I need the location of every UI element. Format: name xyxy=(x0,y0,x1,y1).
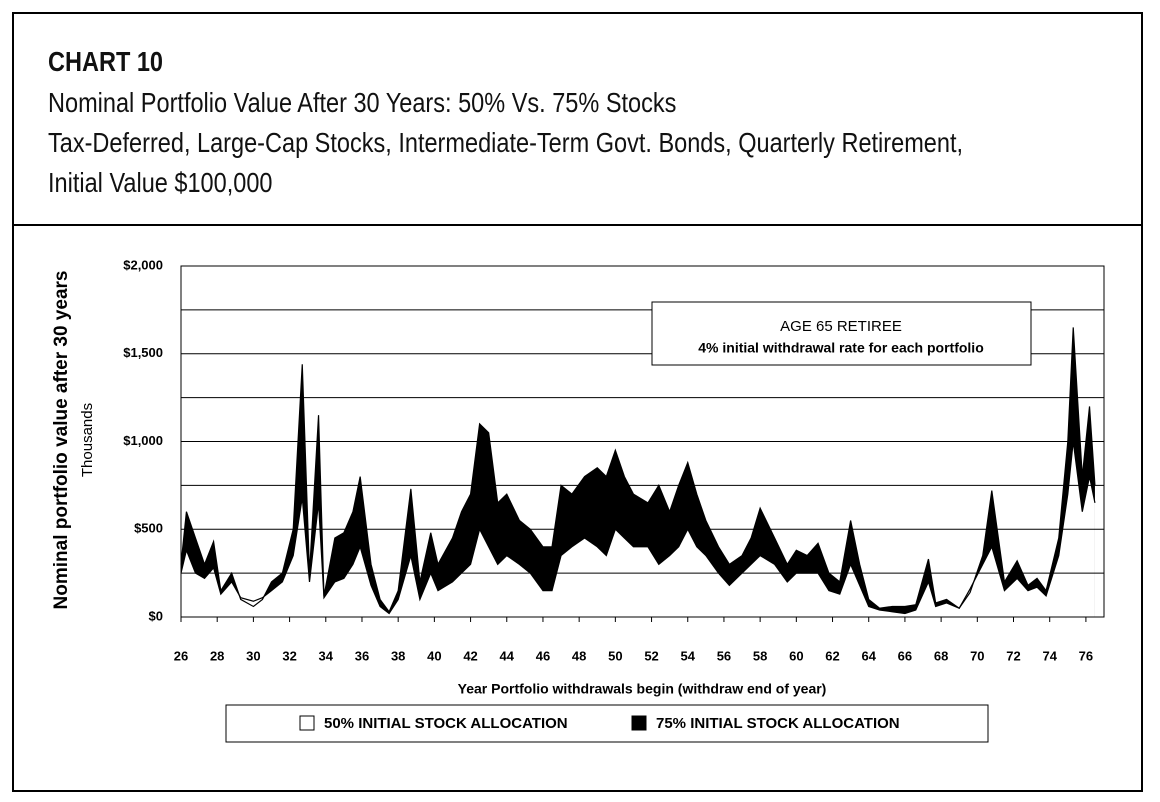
plot: $0 $500 $1,000 $1,500 $2,000 26 28 30 32 34 36 38 40… xyxy=(123,257,1105,663)
header: CHART 10 Nominal Portfolio Value After 3… xyxy=(14,14,1141,226)
x-tick-label: 38 xyxy=(391,648,405,663)
y-tick-label: $0 xyxy=(149,608,163,623)
y-tick-label: $1,000 xyxy=(123,433,163,448)
x-tick-label: 44 xyxy=(500,648,515,663)
chart-title: Nominal Portfolio Value After 30 Years: … xyxy=(48,87,677,118)
x-tick-label: 72 xyxy=(1006,648,1020,663)
x-tick-label: 74 xyxy=(1042,648,1057,663)
x-tick-label: 68 xyxy=(934,648,948,663)
annotation: 4% initial withdrawal rate for each port… xyxy=(698,340,984,356)
series-line xyxy=(180,441,1096,615)
y-axis-unit: Thousands xyxy=(79,403,96,477)
x-tick-label: 52 xyxy=(644,648,658,663)
x-tick-label: 42 xyxy=(463,648,477,663)
frame: CHART 10 Nominal Portfolio Value After 3… xyxy=(12,12,1143,792)
x-tick-label: 70 xyxy=(970,648,984,663)
y-tick-label: $1,500 xyxy=(123,345,163,360)
x-tick-label: 30 xyxy=(246,648,260,663)
x-tick-label: 36 xyxy=(355,648,369,663)
x-tick-label: 54 xyxy=(681,648,696,663)
legend: 50% INITIAL STOCK ALLOCATION 75% INITIAL … xyxy=(299,715,900,732)
subtitle: Initial Value $100,000 xyxy=(48,167,273,198)
y-axis-label: Nominal portfolio value after 30 years xyxy=(51,271,72,610)
legend-swatch xyxy=(299,715,315,731)
legend-swatch xyxy=(631,715,647,731)
subtitle: Tax-Deferred, Large-Cap Stocks, Intermed… xyxy=(48,127,964,158)
x-tick-label: 62 xyxy=(825,648,839,663)
x-tick-label: 48 xyxy=(572,648,586,663)
legend-label: 75% INITIAL STOCK ALLOCATION xyxy=(656,715,900,732)
x-tick-label: 40 xyxy=(427,648,441,663)
legend-box xyxy=(225,704,989,743)
annotation: AGE 65 RETIREE xyxy=(780,318,902,335)
x-axis-label: Year Portfolio withdrawals begin (withdr… xyxy=(458,681,827,697)
chart-label: CHART 10 xyxy=(48,46,164,77)
x-tick-label: 46 xyxy=(536,648,550,663)
x-tick-label: 28 xyxy=(210,648,224,663)
x-tick-label: 32 xyxy=(282,648,296,663)
y-tick-label: $2,000 xyxy=(123,257,163,272)
y-tick-label: $500 xyxy=(134,521,163,536)
x-tick-label: 26 xyxy=(174,648,188,663)
annotation-box xyxy=(651,301,1032,366)
x-tick-label: 58 xyxy=(753,648,767,663)
legend-label: 50% INITIAL STOCK ALLOCATION xyxy=(324,715,568,732)
x-tick-label: 34 xyxy=(319,648,334,663)
x-tick-label: 60 xyxy=(789,648,803,663)
band-area xyxy=(181,327,1095,617)
x-tick-label: 50 xyxy=(608,648,622,663)
x-tick-label: 56 xyxy=(717,648,731,663)
series-line xyxy=(180,327,1096,613)
x-tick-label: 66 xyxy=(898,648,912,663)
x-tick-label: 64 xyxy=(861,648,876,663)
x-tick-label: 76 xyxy=(1079,648,1093,663)
